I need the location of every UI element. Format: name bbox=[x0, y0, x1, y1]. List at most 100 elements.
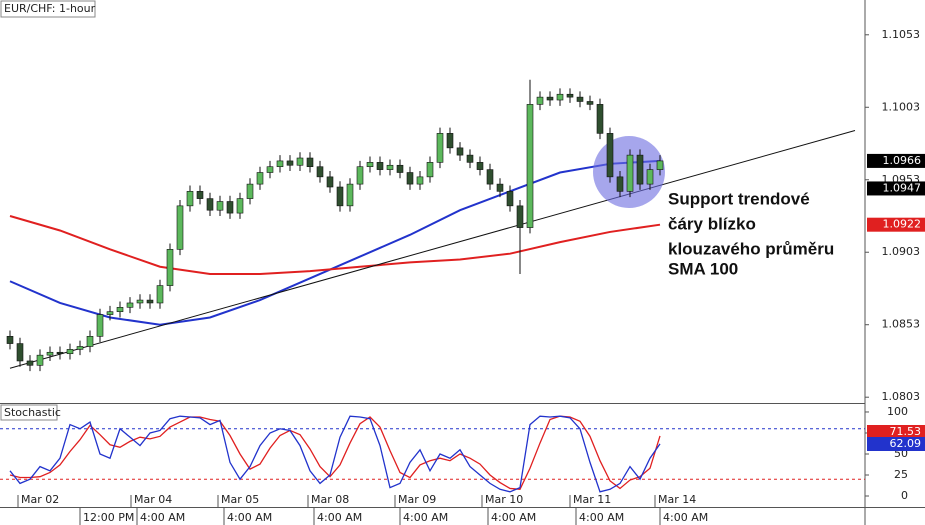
candle-body bbox=[456, 147, 464, 156]
candle-body bbox=[186, 191, 194, 207]
x-tick-label: 4:00 AM bbox=[579, 511, 624, 524]
x-tick-label: Mar 05 bbox=[221, 493, 259, 506]
x-tick-label: Mar 11 bbox=[573, 493, 611, 506]
candle-body bbox=[326, 176, 334, 188]
value-box-label: 1.0947 bbox=[883, 181, 922, 194]
candle-body bbox=[516, 205, 524, 228]
stochastic-line bbox=[9, 415, 661, 493]
candle-body bbox=[546, 96, 554, 101]
candle-body bbox=[616, 176, 624, 192]
value-box bbox=[867, 153, 925, 168]
candle-body bbox=[376, 162, 384, 170]
candle-body bbox=[526, 104, 534, 228]
candle-body bbox=[436, 133, 444, 163]
annotation: klouzavého průměru bbox=[668, 239, 834, 258]
value-box bbox=[867, 437, 925, 451]
candle-body bbox=[366, 162, 374, 168]
value-box-label: 62.09 bbox=[890, 437, 922, 450]
x-tick-label: Mar 04 bbox=[134, 493, 172, 506]
candle-body bbox=[356, 166, 364, 185]
candle-body bbox=[556, 93, 564, 101]
candle-body bbox=[156, 285, 164, 304]
chart-title: EUR/CHF: 1-hour bbox=[4, 2, 96, 15]
moving-average bbox=[9, 215, 661, 275]
y-tick-label: 1.1003 bbox=[882, 100, 921, 113]
moving-average bbox=[9, 159, 661, 326]
x-tick-label: Mar 02 bbox=[21, 493, 59, 506]
trendline bbox=[9, 129, 856, 369]
candle-body bbox=[26, 360, 34, 366]
x-tick-label: 4:00 AM bbox=[140, 511, 185, 524]
x-tick-label: 4:00 AM bbox=[227, 511, 272, 524]
x-tick-label: 4:00 AM bbox=[491, 511, 536, 524]
candle-body bbox=[146, 299, 154, 304]
candle-body bbox=[316, 166, 324, 178]
x-tick-label: 4:00 AM bbox=[317, 511, 362, 524]
stochastic-title: Stochastic bbox=[4, 406, 61, 419]
y-tick-label: 100 bbox=[887, 405, 908, 418]
candle-body bbox=[16, 343, 24, 362]
value-box bbox=[867, 217, 925, 232]
annotation: čáry blízko bbox=[668, 214, 756, 233]
value-box-label: 1.0922 bbox=[883, 218, 922, 231]
candle-body bbox=[206, 198, 214, 211]
x-tick-label: 4:00 AM bbox=[663, 511, 708, 524]
candle-body bbox=[196, 191, 204, 199]
candle-body bbox=[566, 93, 574, 98]
candle-body bbox=[36, 354, 44, 366]
candle-body bbox=[236, 198, 244, 214]
candle-body bbox=[626, 154, 634, 192]
candle-body bbox=[336, 186, 344, 207]
annotation: Support trendové bbox=[668, 189, 810, 208]
candle-body bbox=[136, 299, 144, 304]
candle-body bbox=[506, 191, 514, 207]
candle-body bbox=[6, 336, 14, 344]
candle-body bbox=[176, 205, 184, 250]
candle-body bbox=[96, 314, 104, 337]
x-tick-label: 12:00 PM bbox=[83, 511, 134, 524]
x-tick-label: Mar 08 bbox=[311, 493, 349, 506]
annotation: SMA 100 bbox=[668, 259, 738, 278]
candle-body bbox=[266, 166, 274, 173]
candle-body bbox=[346, 183, 354, 207]
x-tick-label: Mar 10 bbox=[485, 493, 523, 506]
candle-body bbox=[606, 133, 614, 178]
candle-body bbox=[86, 336, 94, 347]
value-box-label: 1.0966 bbox=[883, 154, 922, 167]
candle-body bbox=[66, 349, 74, 355]
candle-body bbox=[256, 172, 264, 185]
y-tick-label: 0 bbox=[901, 489, 908, 502]
title-box bbox=[0, 0, 96, 18]
y-tick-label: 1.0903 bbox=[882, 245, 921, 258]
y-tick-label: 1.1053 bbox=[882, 28, 921, 41]
candle-body bbox=[246, 183, 254, 199]
candle-body bbox=[306, 157, 314, 168]
candle-body bbox=[446, 133, 454, 149]
candle-body bbox=[296, 157, 304, 166]
y-tick-label: 1.0853 bbox=[882, 318, 921, 331]
candle-body bbox=[466, 154, 474, 163]
candle-body bbox=[276, 160, 284, 168]
candle-body bbox=[486, 169, 494, 185]
candle-body bbox=[426, 162, 434, 178]
candle-body bbox=[496, 183, 504, 192]
candle-body bbox=[416, 176, 424, 185]
candle-body bbox=[386, 164, 394, 170]
candle-body bbox=[116, 307, 124, 312]
candle-body bbox=[226, 201, 234, 214]
candle-body bbox=[596, 104, 604, 134]
candle-body bbox=[76, 346, 84, 350]
x-tick-label: 4:00 AM bbox=[403, 511, 448, 524]
x-tick-label: Mar 14 bbox=[658, 493, 696, 506]
candle-body bbox=[476, 162, 484, 170]
candle-body bbox=[586, 101, 594, 105]
value-box-label: 71.53 bbox=[890, 425, 922, 438]
value-box bbox=[867, 181, 925, 196]
candle-body bbox=[46, 351, 54, 356]
candle-body bbox=[56, 351, 64, 355]
candle-body bbox=[216, 201, 224, 211]
value-box bbox=[867, 425, 925, 439]
candle-body bbox=[576, 96, 584, 102]
